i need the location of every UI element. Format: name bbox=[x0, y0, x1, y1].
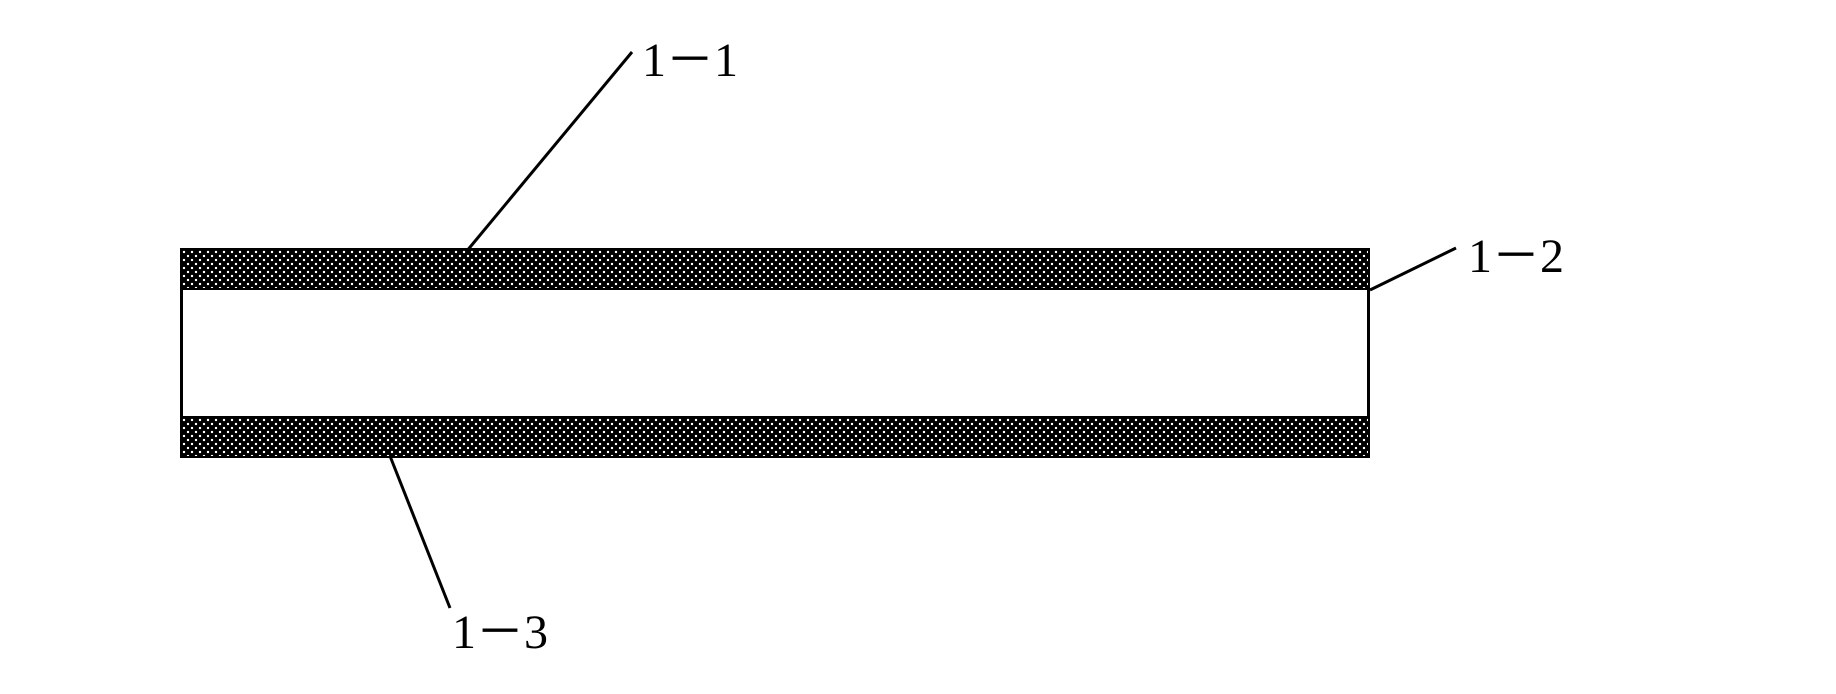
leader-1-2 bbox=[1370, 248, 1456, 290]
leader-1-1 bbox=[466, 52, 632, 252]
label-1-1: 1－1 bbox=[642, 20, 738, 90]
leader-1-3 bbox=[390, 456, 450, 608]
label-1-2: 1－2 bbox=[1468, 216, 1564, 286]
layer-bottom bbox=[180, 416, 1370, 458]
layer-top bbox=[180, 248, 1370, 290]
diagram-stage: { "canvas": { "width": 1836, "height": 6… bbox=[0, 0, 1836, 694]
layer-middle bbox=[180, 290, 1370, 416]
label-1-3: 1－3 bbox=[452, 592, 548, 662]
